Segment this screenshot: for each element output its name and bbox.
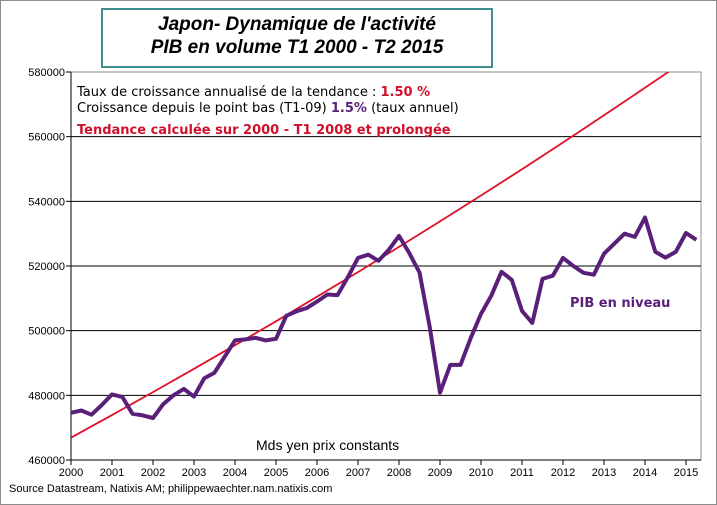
y-tick-label: 580000 xyxy=(28,67,65,79)
x-tick-label: 2008 xyxy=(387,467,411,479)
chart-title: Japon- Dynamique de l'activité PIB en vo… xyxy=(101,8,493,68)
x-tick-label: 2009 xyxy=(428,467,452,479)
y-unit-label: Mds yen prix constants xyxy=(256,437,400,453)
annotation-trend-method: Tendance calculée sur 2000 - T1 2008 et … xyxy=(77,123,451,138)
x-tick-label: 2002 xyxy=(141,467,165,479)
x-tick-label: 2004 xyxy=(223,467,247,479)
annotation-suffix: (taux annuel) xyxy=(366,101,459,116)
x-tick-label: 2014 xyxy=(633,467,657,479)
series-label: PIB en niveau xyxy=(570,296,671,311)
series-line-pib xyxy=(71,215,698,420)
y-tick-label: 500000 xyxy=(28,326,65,338)
annotation-growth: Croissance depuis le point bas (T1-09) 1… xyxy=(77,101,459,116)
y-tick-label: 480000 xyxy=(28,390,65,402)
title-line-1: Japon- Dynamique de l'activité xyxy=(158,14,436,35)
x-tick-label: 2012 xyxy=(551,467,575,479)
x-tick-label: 2013 xyxy=(592,467,616,479)
x-tick-label: 2000 xyxy=(59,467,83,479)
y-tick-label: 560000 xyxy=(28,132,65,144)
annotation-value: 1.50 % xyxy=(380,85,431,100)
x-tick-label: 2007 xyxy=(346,467,370,479)
annotation-value: 1.5% xyxy=(330,101,367,116)
title-line-2: PIB en volume T1 2000 - T2 2015 xyxy=(150,37,444,58)
annotation-trend-rate: Taux de croissance annualisé de la tenda… xyxy=(77,85,430,100)
y-tick-label: 520000 xyxy=(28,261,65,273)
annotation-text: Taux de croissance annualisé de la tenda… xyxy=(77,85,381,100)
x-tick-label: 2001 xyxy=(100,467,124,479)
x-tick-label: 2003 xyxy=(182,467,206,479)
x-tick-label: 2011 xyxy=(510,467,534,479)
y-tick-label: 540000 xyxy=(28,196,65,208)
x-tick-label: 2015 xyxy=(674,467,698,479)
x-tick-label: 2010 xyxy=(469,467,493,479)
source-note: Source Datastream, Natixis AM; philippew… xyxy=(9,483,333,495)
series-line-trend xyxy=(71,72,670,439)
x-tick-label: 2006 xyxy=(305,467,329,479)
x-tick-label: 2005 xyxy=(264,467,288,479)
annotation-text: Croissance depuis le point bas (T1-09) xyxy=(77,101,331,116)
y-tick-label: 460000 xyxy=(28,455,65,467)
